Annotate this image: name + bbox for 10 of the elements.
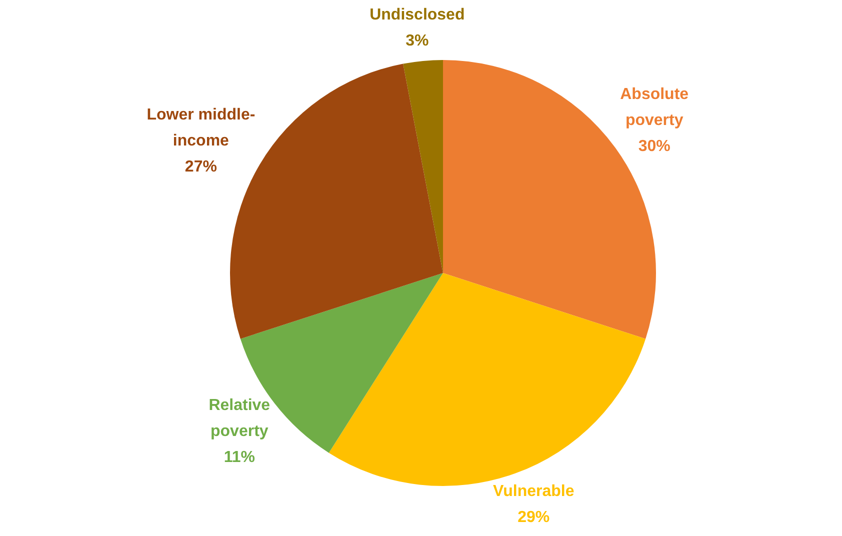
- data-label: 11%: [224, 449, 255, 466]
- slice-label: Lower middle-income: [146, 106, 256, 150]
- data-label: 29%: [518, 508, 550, 526]
- slice-label: Vulnerable: [493, 482, 574, 500]
- slice-label: Undisclosed: [370, 6, 465, 24]
- slice-label: Relative poverty: [208, 397, 270, 440]
- data-label: 3%: [406, 32, 429, 50]
- slice-label: Absolute poverty: [620, 86, 689, 130]
- data-label: 30%: [638, 138, 670, 156]
- data-label: 27%: [184, 158, 217, 176]
